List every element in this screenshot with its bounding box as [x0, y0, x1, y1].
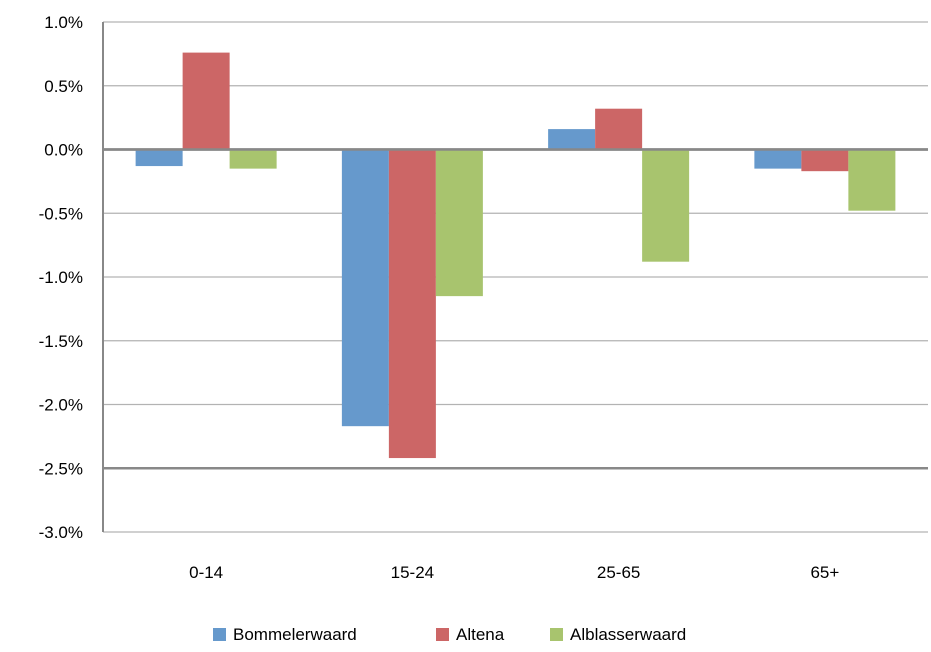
x-axis-category-labels: 0-14 15-24 25-65 65+ [189, 563, 839, 582]
bar-altena-25-65 [595, 108, 643, 150]
y-tick-label: -2.5% [39, 459, 83, 478]
bar-altena-65+ [801, 149, 849, 172]
legend-label-bommelerwaard: Bommelerwaard [233, 625, 357, 644]
bar-bommelerwaard-65+ [754, 149, 802, 169]
legend-label-alblasserwaard: Alblasserwaard [570, 625, 686, 644]
legend: Bommelerwaard Altena Alblasserwaard [213, 625, 686, 644]
bar-bommelerwaard-0-14 [135, 149, 183, 167]
y-tick-label: -0.5% [39, 204, 83, 223]
bar-bommelerwaard-25-65 [548, 129, 596, 150]
y-tick-label: 1.0% [44, 13, 83, 32]
bars [135, 52, 896, 459]
y-tick-label: 0.5% [44, 77, 83, 96]
axes [102, 22, 928, 532]
bar-alblasserwaard-25-65 [642, 149, 690, 262]
legend-label-altena: Altena [456, 625, 505, 644]
x-category-label: 15-24 [391, 563, 434, 582]
y-tick-label: -1.5% [39, 332, 83, 351]
bar-altena-0-14 [182, 52, 230, 150]
y-tick-label: -2.0% [39, 396, 83, 415]
bar-altena-15-24 [388, 149, 436, 459]
x-category-label: 0-14 [189, 563, 223, 582]
legend-swatch-altena [436, 628, 449, 641]
y-tick-label: -3.0% [39, 523, 83, 542]
bar-alblasserwaard-65+ [848, 149, 896, 211]
y-tick-label: 0.0% [44, 141, 83, 160]
bar-bommelerwaard-15-24 [341, 149, 389, 427]
legend-swatch-bommelerwaard [213, 628, 226, 641]
y-axis-tick-labels: 1.0% 0.5% 0.0% -0.5% -1.0% -1.5% -2.0% -2.5% -3.… [39, 13, 83, 542]
legend-swatch-alblasserwaard [550, 628, 563, 641]
x-category-label: 25-65 [597, 563, 640, 582]
bar-alblasserwaard-15-24 [435, 149, 483, 297]
y-tick-label: -1.0% [39, 268, 83, 287]
bar-alblasserwaard-0-14 [229, 149, 277, 169]
x-category-label: 65+ [810, 563, 839, 582]
